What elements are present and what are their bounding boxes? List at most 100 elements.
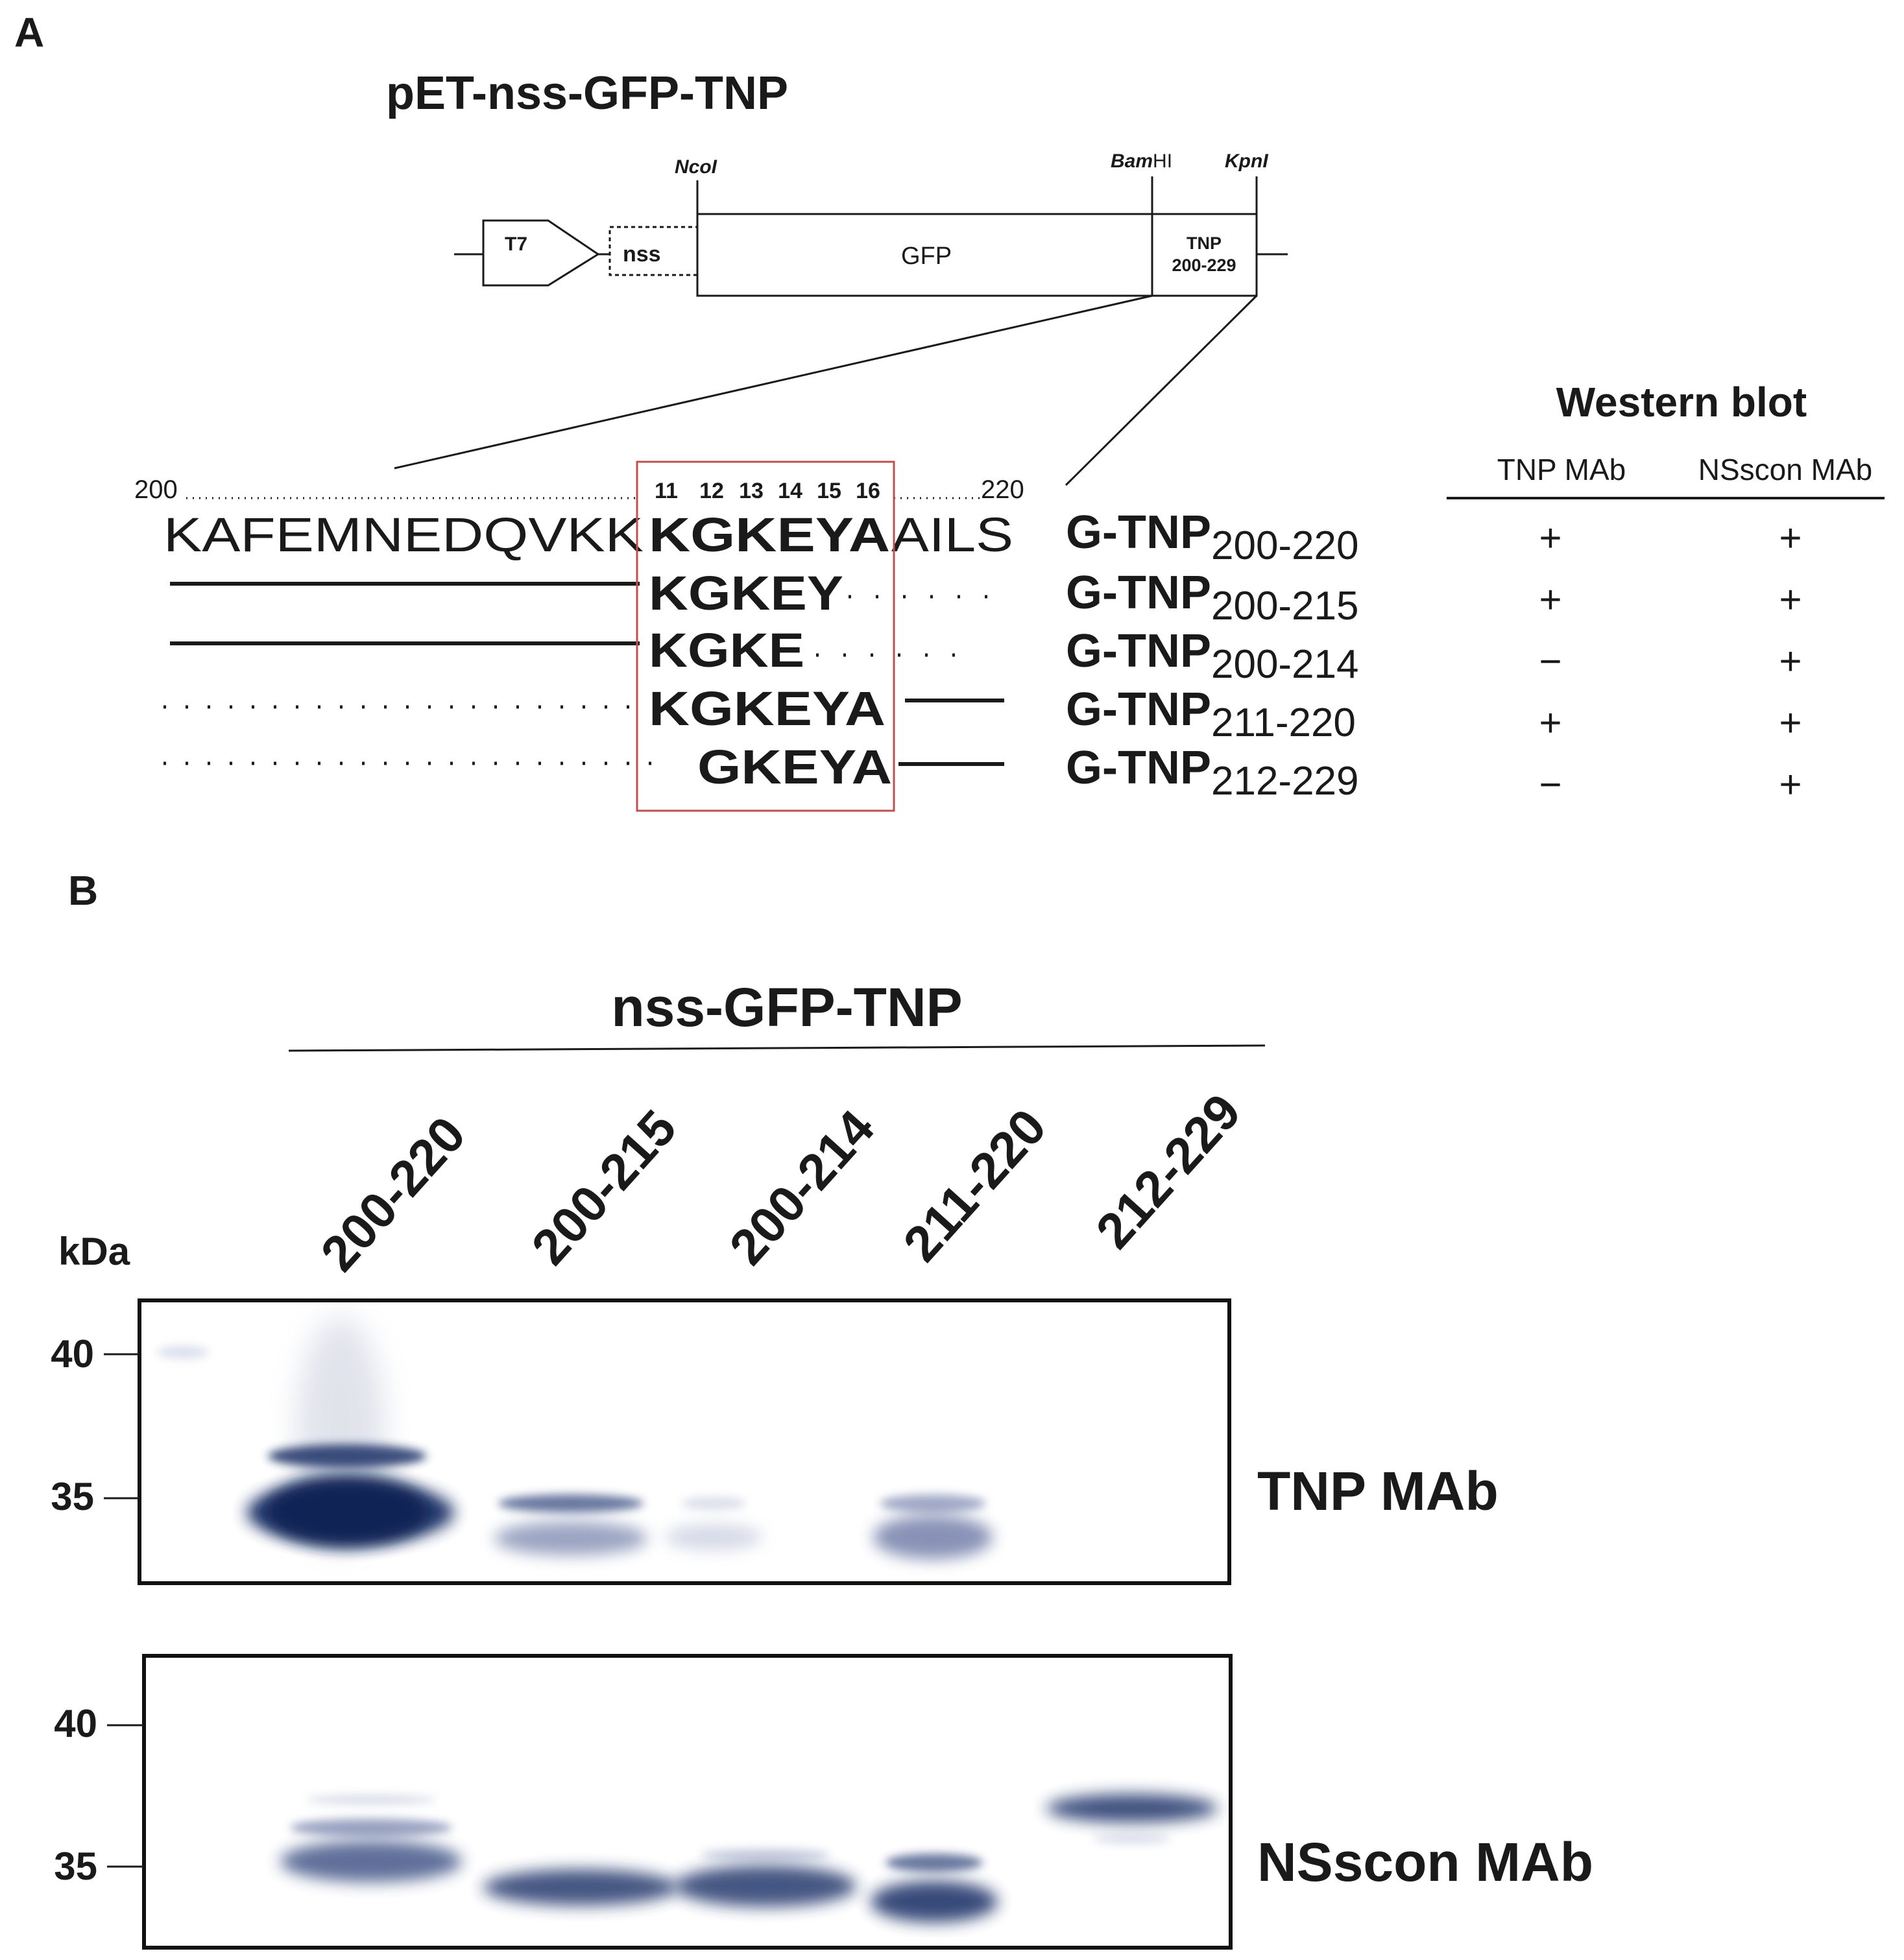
- bamhi-site-label: BamHI: [1111, 150, 1172, 172]
- ruler-position: 11: [655, 479, 678, 503]
- wb-col-nsscon-header: NSscon MAb: [1698, 453, 1872, 486]
- band: [1093, 1834, 1171, 1844]
- band: [1046, 1794, 1218, 1823]
- fragment-2-range: 200-215: [1211, 584, 1359, 628]
- fragment-3-prefix: G-TNP: [1066, 625, 1211, 677]
- band: [483, 1869, 678, 1906]
- band: [268, 1444, 426, 1468]
- fragment-2-core: KGKEY: [649, 566, 843, 620]
- blot2-bands: [280, 1794, 1218, 1922]
- t7-promoter-arrow: [482, 219, 600, 287]
- ruler-position: 15: [817, 479, 841, 503]
- construct-title: pET-nss-GFP-TNP: [386, 67, 788, 119]
- tnp-block-label: TNP: [1187, 233, 1222, 253]
- kpni-site-label: KpnI: [1225, 150, 1268, 172]
- lane-group-rule: [288, 1044, 1266, 1052]
- blot-nsscon-mab: [142, 1654, 1233, 1950]
- band: [873, 1515, 993, 1559]
- blot-tnp-mab: [138, 1298, 1231, 1585]
- fragment-5-name: G-TNP212-229: [1066, 742, 1359, 804]
- lane-label: 200-220: [309, 1106, 476, 1282]
- bamhi-italic: Bam: [1111, 150, 1153, 172]
- fragment-1-range: 200-220: [1211, 523, 1359, 568]
- band: [494, 1522, 647, 1555]
- blot1-bands: [247, 1444, 993, 1559]
- blot2-marker-40: 40: [54, 1702, 97, 1745]
- t7-label: T7: [505, 233, 527, 255]
- tnp-block: [1151, 213, 1258, 297]
- blot1-label: TNP MAb: [1257, 1461, 1499, 1522]
- fragment-1-name: G-TNP200-220: [1066, 507, 1359, 568]
- band: [665, 1524, 762, 1550]
- lane-label: 200-215: [520, 1099, 687, 1276]
- sequence-suffix: AILS: [891, 508, 1013, 562]
- wb-result-nsscon: +: [1779, 516, 1802, 560]
- fragment-5-core: GKEYA: [697, 740, 892, 794]
- wb-col-tnp-header: TNP MAb: [1497, 453, 1626, 486]
- fragment-4-name: G-TNP211-220: [1066, 684, 1356, 745]
- blot2-label: NSscon MAb: [1257, 1832, 1593, 1893]
- wb-result-tnp: +: [1539, 701, 1561, 745]
- epitope-highlight-box: [636, 460, 895, 812]
- blot2-frame: [142, 1654, 1233, 1950]
- nss-block: [609, 226, 699, 276]
- wb-result-tnp: −: [1539, 639, 1561, 683]
- fragment-3-range: 200-214: [1211, 642, 1359, 687]
- lane-label: 200-214: [718, 1099, 885, 1276]
- fragment-1-prefix: G-TNP: [1066, 507, 1211, 558]
- ruler-end: 220: [981, 475, 1024, 504]
- fragment-4-prefix: G-TNP: [1066, 684, 1211, 735]
- ruler-position: 16: [856, 479, 880, 503]
- wb-result-tnp: +: [1539, 516, 1561, 560]
- nss-block-label: nss: [623, 242, 661, 267]
- marker-smudge: [157, 1346, 209, 1359]
- blot1-marker-40: 40: [51, 1332, 94, 1376]
- ruler-position: 14: [778, 479, 802, 503]
- blot2-marker-35: 35: [54, 1845, 97, 1888]
- band: [280, 1841, 462, 1882]
- western-blot-title: Western blot: [1556, 379, 1807, 425]
- sequence-core: KGKEYA: [649, 508, 890, 562]
- fragment-2-name: G-TNP200-215: [1066, 567, 1359, 628]
- fragment-3-core: KGKE: [649, 623, 804, 677]
- band: [306, 1795, 436, 1805]
- band: [681, 1497, 746, 1510]
- band: [290, 1819, 452, 1837]
- ncoi-site-label: NcoI: [675, 156, 717, 178]
- fragment-3-name: G-TNP200-214: [1066, 625, 1359, 687]
- ruler-positions: 11 12 13 14 15 16: [655, 479, 880, 503]
- zoom-line-left: [394, 294, 1153, 470]
- wb-result-nsscon: +: [1779, 701, 1802, 745]
- band: [675, 1865, 856, 1907]
- kda-label: kDa: [58, 1230, 130, 1273]
- band: [871, 1881, 998, 1922]
- wb-result-nsscon: +: [1779, 639, 1802, 683]
- band: [880, 1494, 986, 1512]
- wb-results: + + + + − + + + − +: [1539, 516, 1802, 806]
- panel-b-label: B: [68, 867, 98, 914]
- band: [701, 1848, 830, 1861]
- blot1-frame: [138, 1298, 1231, 1585]
- zoom-line-right: [1065, 294, 1258, 486]
- lane-label: 212-229: [1085, 1083, 1251, 1260]
- ruler-start: 200: [134, 475, 178, 504]
- fragment-names: G-TNP200-220 G-TNP200-215 G-TNP200-214 G…: [1066, 507, 1359, 804]
- wb-result-nsscon: +: [1779, 763, 1802, 806]
- band: [266, 1476, 428, 1547]
- lane-label: 211-220: [892, 1098, 1057, 1272]
- fragment-5-range: 212-229: [1211, 759, 1359, 804]
- wb-result-tnp: +: [1539, 578, 1561, 621]
- band: [498, 1494, 644, 1512]
- panel-a-label: A: [14, 9, 44, 56]
- wb-result-tnp: −: [1539, 763, 1561, 806]
- band: [886, 1854, 983, 1872]
- ruler-position: 13: [739, 479, 764, 503]
- fragment-4-range: 211-220: [1211, 700, 1356, 745]
- sequence-prefix: KAFEMNEDQVKK: [163, 508, 644, 562]
- gfp-block-label: GFP: [901, 243, 952, 270]
- ruler-position: 12: [699, 479, 724, 503]
- fragment-4-core: KGKEYA: [649, 682, 886, 735]
- tnp-block-range: 200-229: [1172, 256, 1236, 275]
- lane-group-label: nss-GFP-TNP: [611, 977, 962, 1038]
